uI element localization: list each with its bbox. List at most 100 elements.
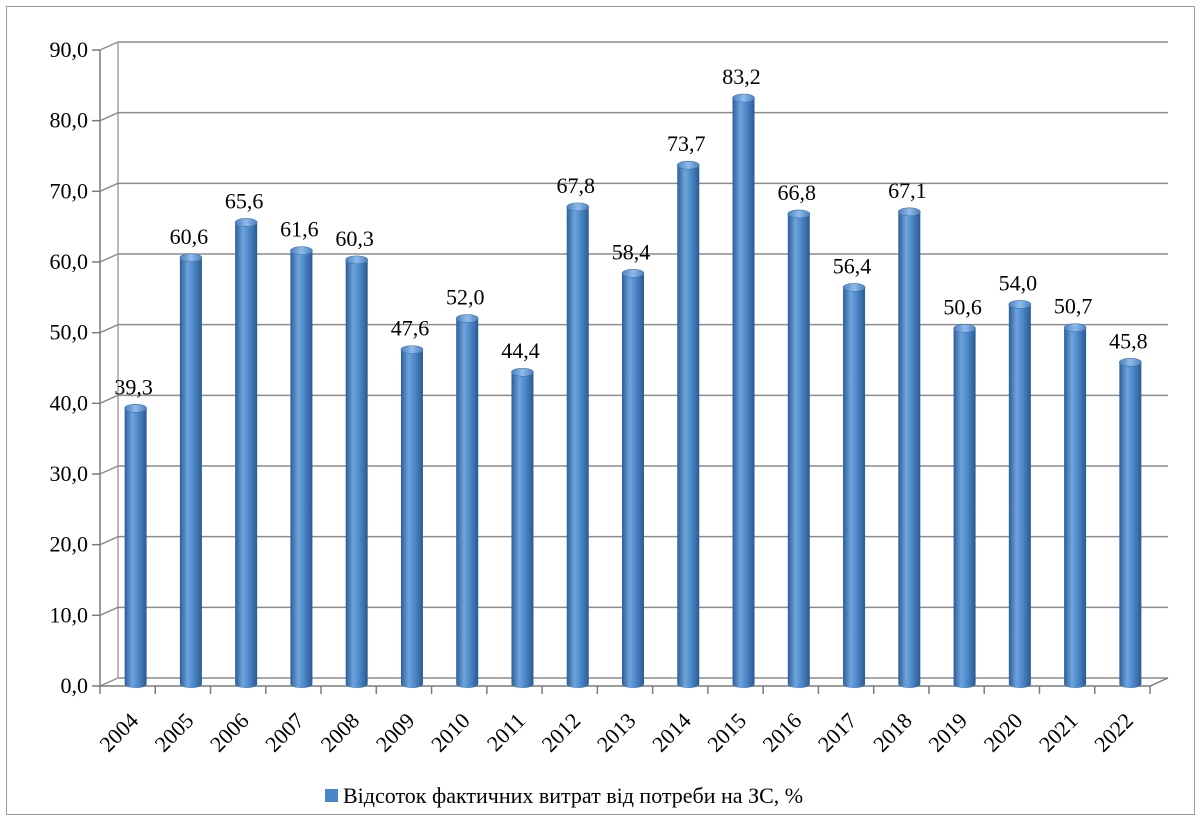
bar-cap [898,207,921,217]
bar-body [898,211,921,688]
y-tick-label: 60,0 [50,249,89,274]
x-tick-label: 2017 [813,708,862,757]
bar-cap [566,202,590,212]
x-tick-label: 2015 [702,708,751,757]
x-tick-label: 2016 [758,708,807,757]
data-label: 50,6 [943,294,982,319]
data-label: 50,7 [1054,294,1093,319]
bar-body [400,349,423,688]
data-label: 83,2 [722,64,761,89]
legend-label: Відсоток фактичних витрат від потреби на… [343,783,803,808]
bar-cap [179,253,203,263]
data-label: 44,4 [501,338,540,363]
bar [455,314,479,688]
x-tick-label: 2010 [426,708,475,757]
bar-body [179,257,202,688]
y-tick-label: 40,0 [50,390,89,415]
y-tick-label: 70,0 [50,178,89,203]
bar [1008,300,1032,688]
x-tick-label: 2008 [315,708,364,757]
gridline-side [99,677,119,687]
x-tick-label: 2011 [482,708,530,756]
bar-cap [787,209,811,219]
bar-cap [345,255,368,265]
bar-body [456,318,479,688]
data-label: 52,0 [446,285,485,310]
gridline-side [99,535,119,546]
bar [400,345,424,688]
x-tick-label: 2007 [260,708,309,757]
bar-cap [1008,300,1032,309]
bar [566,202,590,688]
data-label: 66,8 [778,180,817,205]
legend-swatch [325,789,338,802]
data-label: 54,0 [999,270,1038,295]
bar [787,209,811,689]
gridline-side [99,41,119,51]
bar [234,218,258,688]
bar-cap [842,283,866,292]
y-axis-tick-labels: 0,0 10,0 20,0 30,0 40,0 50,0 60,0 70,0 80,0 90,0 [50,37,89,698]
data-label: 67,8 [556,173,595,198]
bar [842,283,866,688]
x-tick-label: 2013 [592,708,641,757]
y-tick-label: 20,0 [50,532,89,557]
legend: Відсоток фактичних витрат від потреби на… [325,783,803,808]
bar-body [511,372,534,688]
bar [1119,358,1142,688]
chart-frame [6,6,1195,815]
bar-cap [234,218,258,227]
data-label: 65,6 [225,188,264,213]
gridline-side [99,465,119,475]
axes [92,42,1169,694]
bar-cap [455,314,479,323]
bar [898,207,921,688]
data-label: 47,6 [391,316,430,341]
bar-body [953,328,976,688]
data-label: 60,3 [335,226,374,251]
gridline-side [99,253,119,263]
bar-body [622,273,644,688]
bar-cap [953,324,976,333]
bar-body [787,213,810,689]
bar-cap [1119,358,1142,367]
y-tick-label: 80,0 [50,108,89,133]
data-label: 58,4 [612,239,651,264]
x-tick-label: 2022 [1089,708,1138,757]
y-tick-label: 10,0 [50,602,89,627]
gridline-side [99,111,119,122]
bar-cap [1063,323,1087,333]
bar [621,269,645,688]
bar-cap [124,403,147,413]
data-label: 61,6 [280,217,319,242]
y-tick-label: 50,0 [50,320,89,345]
x-tick-label: 2004 [94,708,143,757]
gridline-side [99,606,119,617]
data-label: 60,6 [170,224,209,249]
bar [290,246,313,688]
bar-cap [621,269,645,278]
y-tick-label: 30,0 [50,461,89,486]
bar [953,324,976,688]
gridline-side [99,182,119,193]
bar-cap [511,367,534,377]
bar-body [124,408,147,688]
x-tick-label: 2005 [150,708,199,757]
y-tick-label: 90,0 [50,37,89,62]
gridline-side [99,323,119,334]
data-label: 45,8 [1109,328,1148,353]
bar-body [677,165,700,689]
bar-body [566,206,589,688]
x-axis-tick-labels: 2004 2005 2006 2007 2008 2009 2010 2011 2012 2013… [94,708,1138,757]
bar-body [843,287,866,688]
bar [511,367,534,688]
bar-cap [290,246,313,255]
x-tick-label: 2006 [205,708,254,757]
gridline-side [99,394,119,405]
x-tick-label: 2014 [647,708,696,757]
x-tick-label: 2021 [1034,708,1083,757]
bar-cap [676,160,700,170]
bar [179,253,203,688]
bar [676,160,700,689]
